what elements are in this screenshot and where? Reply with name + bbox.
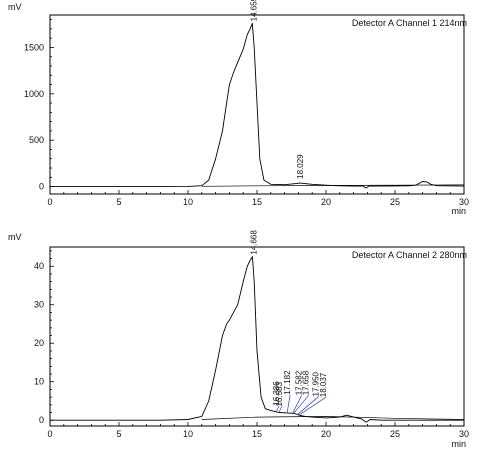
x-tick-label: 30: [459, 197, 469, 207]
chart-panel-channel-2: mV min Detector A Channel 2 280nm 0 5 10 15…: [8, 230, 469, 449]
peak-labels-1: 14.659 18.029: [249, 0, 305, 179]
x-tick-label: 5: [116, 429, 121, 439]
x-tick-label: 0: [47, 197, 52, 207]
y-tick-label: 500: [29, 135, 44, 145]
chart-panel-channel-1: mV min Detector A Channel 1 214nm 0 5 10 15…: [8, 0, 469, 216]
y-tick-label: 10: [34, 377, 44, 387]
peak-label: 16.583: [275, 382, 284, 407]
chromatogram-trace: [50, 256, 464, 423]
peak-label: 16.386: [272, 381, 281, 406]
x-tick-label: 15: [252, 429, 262, 439]
x-tick-label: 5: [116, 197, 121, 207]
peak-label: 17.582: [295, 370, 304, 395]
axis-ticks-1: 0 5 10 15 20 25 30 0 500 1000 1500: [24, 19, 469, 207]
x-axis-unit-2: min: [451, 439, 466, 449]
x-tick-label: 15: [252, 197, 262, 207]
peak-label: 18.029: [296, 154, 305, 179]
peak-label: 17.182: [283, 370, 292, 395]
peak-leader-line: [293, 395, 309, 414]
peak-leader-line: [286, 394, 291, 413]
chart-title-2: Detector A Channel 2 280nm: [352, 250, 467, 260]
baseline-trace: [201, 416, 465, 420]
x-tick-label: 10: [183, 197, 193, 207]
peak-label: 14.659: [249, 0, 258, 21]
x-tick-label: 30: [459, 429, 469, 439]
peak-label: 14.668: [249, 230, 258, 255]
x-tick-label: 25: [390, 429, 400, 439]
axis-ticks-2: 0 5 10 15 20 25 30 0 10 20 30 40: [34, 250, 469, 439]
series-group-2: [50, 256, 465, 423]
y-tick-label: 20: [34, 338, 44, 348]
peak-leader-line: [292, 395, 302, 414]
chart-title-1: Detector A Channel 1 214nm: [352, 18, 467, 28]
y-tick-label: 0: [39, 415, 44, 425]
chromatogram-trace: [50, 22, 465, 189]
y-tick-label: 1500: [24, 42, 44, 52]
y-tick-label: 0: [39, 182, 44, 192]
x-axis-unit-1: min: [451, 206, 466, 216]
peak-label: 17.950: [312, 371, 321, 396]
x-tick-label: 25: [390, 197, 400, 207]
series-group-1: [50, 22, 465, 189]
peak-leader-line: [275, 405, 280, 412]
baseline-trace: [201, 184, 465, 187]
y-axis-unit-1: mV: [8, 2, 22, 12]
peak-label: 18.037: [319, 372, 328, 397]
peak-leader-line: [297, 396, 319, 415]
y-axis-unit-2: mV: [8, 232, 22, 242]
x-tick-label: 20: [321, 197, 331, 207]
y-tick-label: 30: [34, 300, 44, 310]
y-tick-label: 1000: [24, 89, 44, 99]
x-tick-label: 10: [183, 429, 193, 439]
peak-leader-line: [298, 396, 327, 416]
x-tick-label: 0: [47, 429, 52, 439]
peak-label: 17.658: [302, 370, 311, 395]
y-tick-label: 40: [34, 261, 44, 271]
peak-leader-line: [278, 406, 283, 413]
plot-frame-2: [49, 246, 465, 427]
x-tick-label: 20: [321, 429, 331, 439]
